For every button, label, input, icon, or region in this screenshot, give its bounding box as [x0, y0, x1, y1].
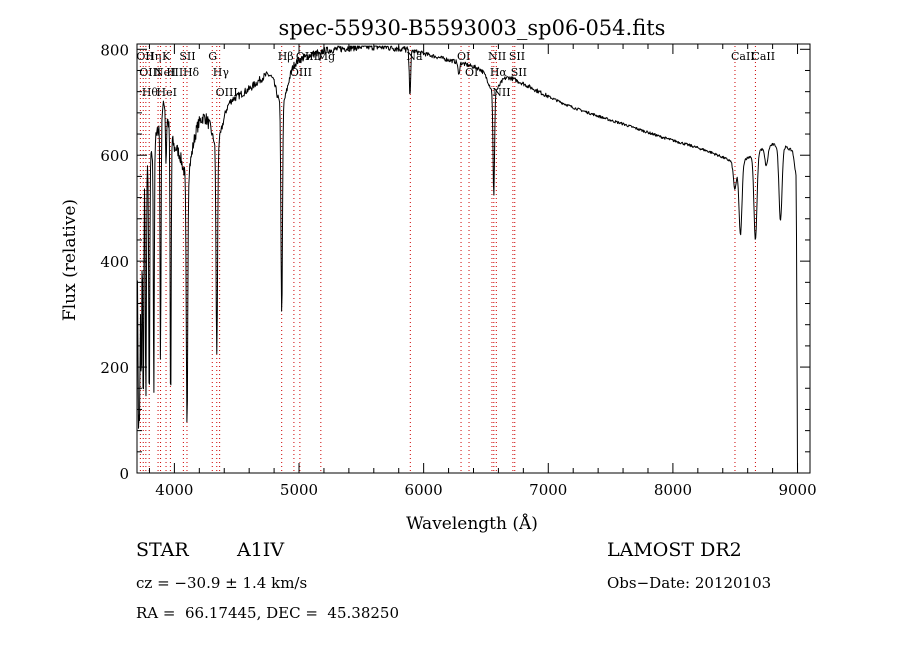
x-tick-label: 7000	[529, 481, 567, 499]
y-axis-label: Flux (relative)	[60, 199, 80, 321]
line-marker-label: Hη	[145, 50, 161, 63]
axis-ticks: 4000 5000 6000 7000 8000 9000 0 200 400 600 800	[100, 41, 816, 499]
line-marker-label: OII	[136, 50, 154, 63]
line-marker-label: K	[162, 50, 171, 63]
line-marker-label: NII	[488, 50, 506, 63]
x-axis-label: Wavelength (Å)	[406, 513, 538, 534]
line-marker-label: OI	[465, 66, 478, 79]
object-subclass: A1IV	[237, 539, 285, 561]
line-marker-label: Hθ	[142, 86, 159, 99]
line-marker-label: Hδ	[183, 66, 200, 79]
y-tick-label: 600	[100, 147, 129, 165]
line-marker-label: OIII	[139, 66, 161, 79]
coordinates: RA = 66.17445, DEC = 45.38250	[136, 604, 400, 622]
line-marker-label: OI	[457, 50, 470, 63]
line-marker-label: HeI	[157, 86, 177, 99]
y-tick-label: 400	[100, 253, 129, 271]
x-tick-label: 4000	[155, 481, 193, 499]
spectrum-series-line	[136, 45, 798, 471]
y-tick-label: 0	[119, 465, 129, 483]
chart-title: spec-55930-B5593003_sp06-054.fits	[279, 16, 666, 40]
x-tick-label: 5000	[280, 481, 318, 499]
line-marker-label: SII	[511, 66, 527, 79]
line-marker-label: CaII	[731, 50, 755, 63]
line-marker-label: OIII	[290, 66, 312, 79]
x-tick-label: 6000	[405, 481, 443, 499]
line-marker-label: G	[208, 50, 217, 63]
line-marker-label: Hα	[490, 66, 508, 79]
plot-frame	[136, 43, 811, 474]
line-marker-label: H	[166, 66, 176, 79]
redshift-cz: cz = −30.9 ± 1.4 km/s	[136, 574, 308, 592]
x-tick-label: 8000	[654, 481, 692, 499]
line-marker-label: NeIII	[154, 66, 183, 79]
line-marker-label: Na	[406, 50, 423, 63]
line-marker-label: Hβ	[278, 50, 294, 63]
line-marker-label: CaII	[751, 50, 775, 63]
y-tick-label: 200	[100, 359, 129, 377]
line-marker-label: NII	[492, 86, 510, 99]
line-marker-label: Hγ	[213, 66, 230, 79]
line-marker-label: OIII	[216, 86, 238, 99]
line-marker-label: SII	[179, 50, 195, 63]
line-markers: OIIOIIIHθHηNeIIIHeIKHSIIHδGHγOIIIHβOIIIO…	[136, 46, 775, 473]
line-marker-label: SII	[509, 50, 525, 63]
observation-date: Obs−Date: 20120103	[607, 574, 772, 592]
x-tick-label: 9000	[778, 481, 816, 499]
survey-name: LAMOST DR2	[607, 539, 742, 561]
y-tick-label: 800	[100, 41, 129, 59]
object-class: STAR	[136, 539, 189, 561]
